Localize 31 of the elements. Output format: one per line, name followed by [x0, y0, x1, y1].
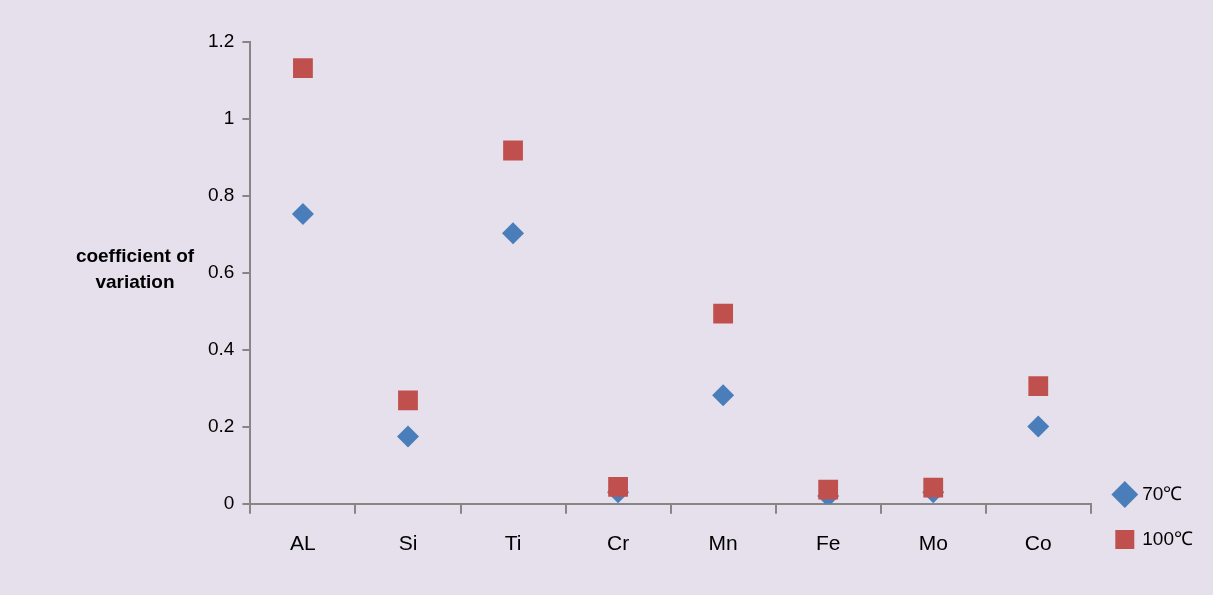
point: [503, 140, 523, 161]
x-tick-label: Ti: [504, 531, 522, 555]
point: [502, 222, 525, 245]
point: [1028, 376, 1049, 396]
legend-label: 70℃: [1142, 482, 1183, 504]
y-tick-label: 0.2: [207, 415, 235, 437]
x-tick-label: Co: [1024, 531, 1052, 555]
y-tick-label: 0.4: [207, 338, 235, 360]
y-tick-label: 0.6: [207, 261, 235, 283]
y-tick-label: 1.2: [207, 30, 235, 52]
y-tick-label: 1: [223, 107, 235, 129]
y-tick-label: 0: [223, 492, 235, 514]
y-axis-title: coefficient of variation: [75, 245, 195, 292]
x-tick-label: Si: [398, 531, 418, 555]
point: [712, 384, 735, 407]
point: [608, 476, 628, 497]
point: [1027, 415, 1050, 438]
x-tick-label: Fe: [815, 531, 841, 555]
x-tick-label: Mn: [708, 531, 738, 555]
y-tick-label: 0.8: [207, 184, 235, 206]
point: [818, 479, 839, 500]
point: [713, 303, 734, 324]
x-tick-label: Cr: [607, 531, 630, 555]
point: [293, 58, 313, 79]
x-tick-label: AL: [290, 531, 316, 555]
x-tick-label: Mo: [918, 531, 948, 555]
point: [398, 390, 418, 411]
point: [291, 203, 314, 226]
legend-label: 100℃: [1142, 527, 1193, 549]
point: [396, 425, 419, 448]
point: [923, 477, 944, 498]
